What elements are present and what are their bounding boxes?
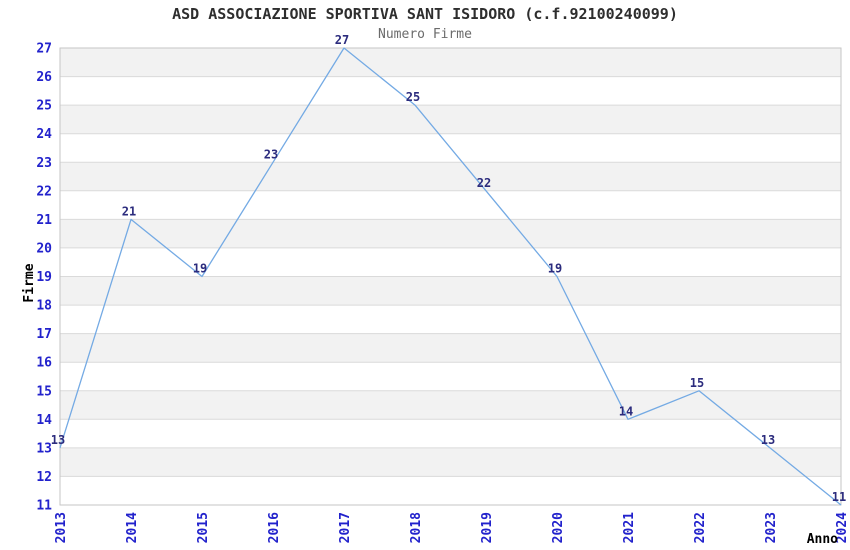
y-tick-label: 12 [36,470,52,485]
data-point-label: 27 [335,33,349,47]
y-tick-label: 27 [36,42,52,57]
data-point-label: 22 [477,176,491,190]
y-tick-label: 24 [36,127,52,142]
x-axis-title: Anno [807,532,838,547]
y-tick-label: 26 [36,70,52,85]
x-tick-label: 2020 [551,512,566,543]
plot-band [60,105,841,134]
y-tick-label: 19 [36,270,52,285]
data-point-label: 23 [264,147,278,161]
data-line [59,47,842,506]
x-tick-label: 2023 [764,512,779,543]
x-tick-label: 2017 [338,512,353,543]
x-tick-label: 2015 [196,512,211,543]
data-point-label: 14 [619,404,633,418]
x-tick-label: 2016 [267,512,282,543]
y-tick-label: 21 [36,213,52,228]
data-point-label: 25 [406,90,420,104]
y-tick-label: 14 [36,413,52,428]
plot-band [60,390,841,420]
y-tick-label: 17 [36,327,52,342]
y-axis-title: Firme [22,263,37,302]
data-point-label: 19 [193,262,207,276]
plot-border [59,47,842,506]
y-tick-label: 23 [36,156,52,171]
chart-subtitle: Numero Firme [378,27,472,42]
x-tick-label: 2022 [693,512,708,543]
plot-band [60,219,841,248]
plot-band [60,333,841,363]
y-tick-label: 11 [36,499,52,514]
plot-band [60,48,841,77]
y-tick-label: 22 [36,184,52,199]
data-point-label: 15 [690,376,704,390]
data-point-label: 19 [548,262,562,276]
data-point-label: 11 [832,490,846,504]
plot-band [60,162,841,191]
y-tick-label: 18 [36,299,52,314]
x-tick-label: 2018 [409,512,424,543]
data-point-label: 13 [51,433,65,447]
data-point-label: 21 [122,204,136,218]
x-tick-label: 2014 [125,512,140,543]
data-point-label: 13 [761,433,775,447]
x-tick-label: 2019 [480,512,495,543]
y-tick-label: 16 [36,356,52,371]
x-tick-label: 2024 [835,512,850,543]
plot-band [60,276,841,306]
y-tick-label: 13 [36,441,52,456]
x-tick-label: 2021 [622,512,637,543]
y-tick-label: 15 [36,384,52,399]
x-tick-label: 2013 [54,512,69,543]
plot-band [60,447,841,477]
chart-title: ASD ASSOCIAZIONE SPORTIVA SANT ISIDORO (… [172,5,678,23]
y-tick-label: 20 [36,241,52,256]
y-tick-label: 25 [36,99,52,114]
